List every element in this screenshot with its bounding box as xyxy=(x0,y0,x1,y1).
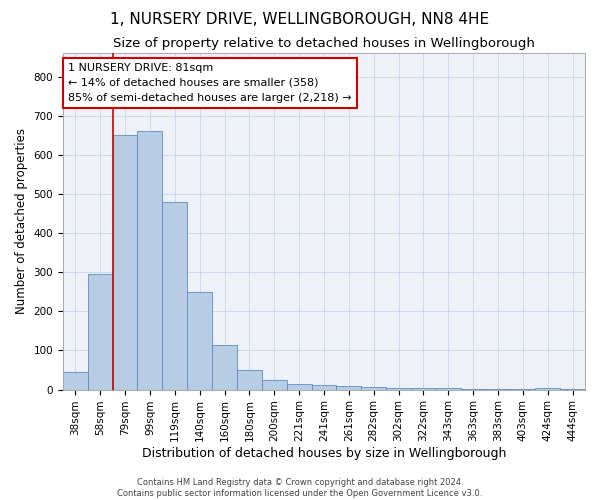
Bar xyxy=(436,388,461,390)
Bar xyxy=(212,344,237,390)
Bar xyxy=(287,384,311,390)
Bar xyxy=(411,388,436,390)
Bar xyxy=(311,385,337,390)
Bar xyxy=(137,132,163,390)
Bar xyxy=(485,389,511,390)
Bar xyxy=(88,274,113,390)
Text: 1 NURSERY DRIVE: 81sqm
← 14% of detached houses are smaller (358)
85% of semi-de: 1 NURSERY DRIVE: 81sqm ← 14% of detached… xyxy=(68,63,352,103)
Bar xyxy=(535,388,560,390)
Bar xyxy=(337,386,361,390)
Bar xyxy=(386,388,411,390)
Title: Size of property relative to detached houses in Wellingborough: Size of property relative to detached ho… xyxy=(113,38,535,51)
Text: Contains HM Land Registry data © Crown copyright and database right 2024.
Contai: Contains HM Land Registry data © Crown c… xyxy=(118,478,482,498)
Text: 1, NURSERY DRIVE, WELLINGBOROUGH, NN8 4HE: 1, NURSERY DRIVE, WELLINGBOROUGH, NN8 4H… xyxy=(110,12,490,28)
Bar xyxy=(163,202,187,390)
Y-axis label: Number of detached properties: Number of detached properties xyxy=(15,128,28,314)
Bar xyxy=(461,389,485,390)
Bar xyxy=(187,292,212,390)
Bar xyxy=(237,370,262,390)
X-axis label: Distribution of detached houses by size in Wellingborough: Distribution of detached houses by size … xyxy=(142,447,506,460)
Bar xyxy=(361,387,386,390)
Bar xyxy=(63,372,88,390)
Bar xyxy=(262,380,287,390)
Bar xyxy=(113,135,137,390)
